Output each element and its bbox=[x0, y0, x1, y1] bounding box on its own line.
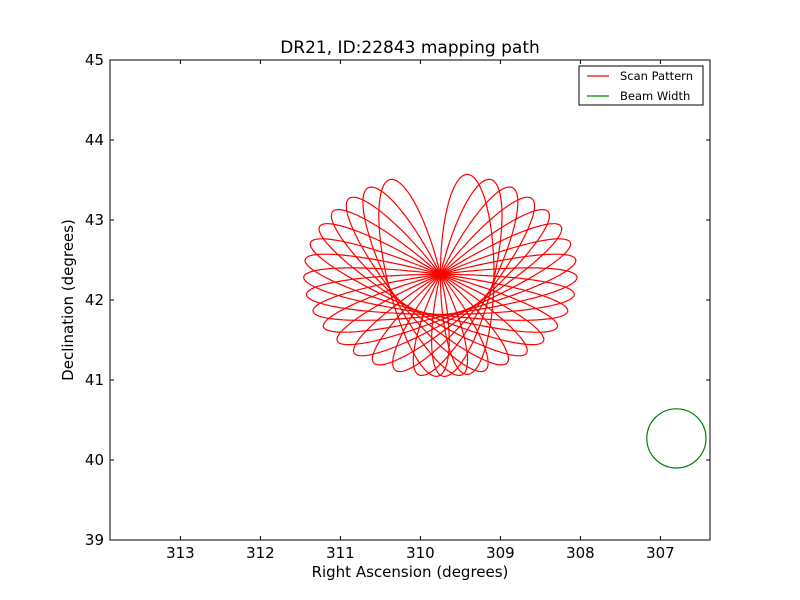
plot-background bbox=[110, 60, 710, 540]
legend: Scan Pattern Beam Width bbox=[578, 65, 704, 106]
x-tick-label: 312 bbox=[246, 544, 275, 562]
scan-petal bbox=[304, 253, 559, 333]
y-tick-labels: 39 40 41 42 43 44 45 bbox=[85, 51, 104, 549]
scan-petal bbox=[330, 209, 509, 366]
x-tick-label: 313 bbox=[166, 544, 195, 562]
scan-petal bbox=[439, 173, 495, 375]
scan-petal bbox=[353, 223, 563, 357]
y-tick-label: 41 bbox=[85, 371, 104, 389]
x-tick-label: 307 bbox=[646, 544, 675, 562]
y-tick-label: 44 bbox=[85, 131, 104, 149]
plot-area bbox=[109, 59, 711, 541]
y-tick-label: 43 bbox=[85, 211, 104, 229]
scan-pattern-series bbox=[303, 173, 578, 377]
y-tick-label: 45 bbox=[85, 51, 104, 69]
scan-petal bbox=[431, 178, 503, 377]
beam-width-circle bbox=[646, 408, 707, 469]
scan-petal bbox=[336, 238, 572, 346]
legend-label-beam-width: Beam Width bbox=[620, 89, 690, 103]
chart-title: DR21, ID:22843 mapping path bbox=[280, 38, 540, 58]
x-tick-labels: 313 312 311 310 309 308 307 bbox=[166, 544, 675, 562]
legend-box bbox=[578, 65, 704, 106]
x-tick-label: 308 bbox=[566, 544, 595, 562]
scan-petal bbox=[378, 178, 450, 377]
scan-petal bbox=[345, 196, 489, 373]
series-layer bbox=[303, 173, 707, 469]
scan-petal bbox=[392, 196, 536, 373]
x-axis-title: Right Ascension (degrees) bbox=[312, 563, 509, 581]
x-tick-label: 311 bbox=[326, 544, 355, 562]
y-tick-label: 42 bbox=[85, 291, 104, 309]
scan-petal bbox=[309, 238, 545, 346]
y-tick-label: 40 bbox=[85, 451, 104, 469]
scan-petal bbox=[362, 186, 469, 377]
scan-petal bbox=[318, 223, 528, 357]
y-axis-title: Declination (degrees) bbox=[59, 219, 77, 381]
y-tick-label: 39 bbox=[85, 531, 104, 549]
x-tick-label: 310 bbox=[406, 544, 435, 562]
legend-label-scan-pattern: Scan Pattern bbox=[620, 69, 693, 83]
plot-frame bbox=[109, 59, 711, 541]
scan-petal bbox=[412, 186, 519, 377]
x-tick-label: 309 bbox=[486, 544, 515, 562]
